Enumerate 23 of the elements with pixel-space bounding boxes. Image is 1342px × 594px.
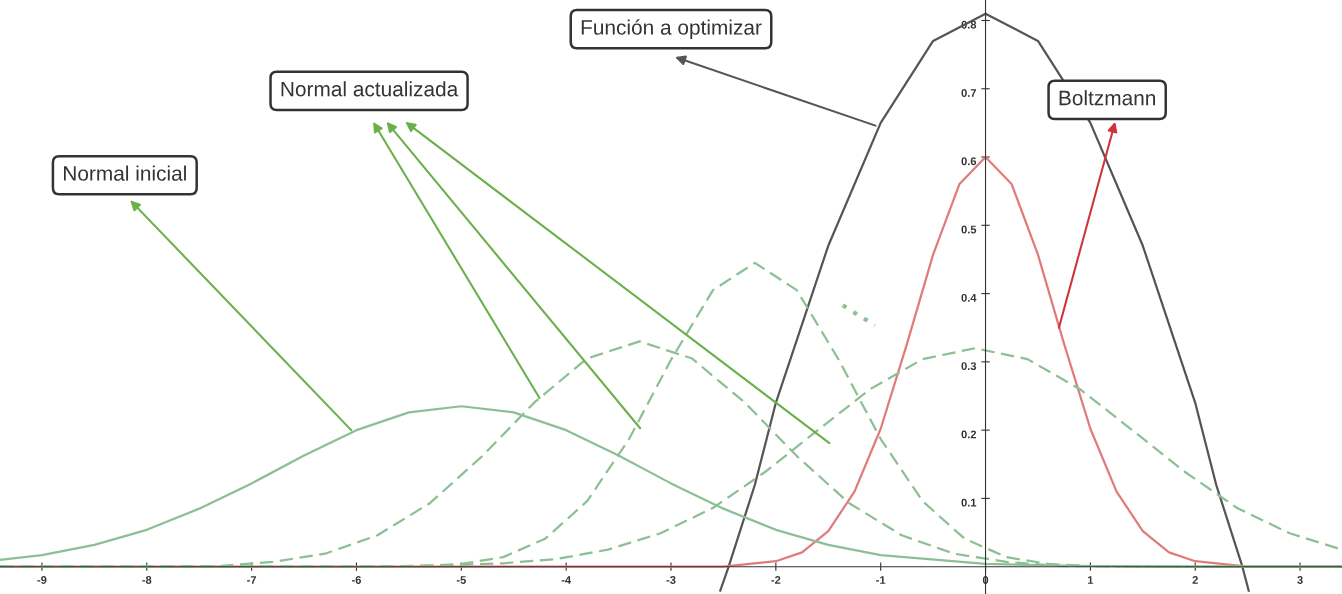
x-tick-label: -7 xyxy=(247,576,257,584)
y-tick-label: 0.6 xyxy=(961,157,977,166)
x-tick-label: -2 xyxy=(771,576,781,584)
x-tick-label: -1 xyxy=(876,576,886,584)
annotation: Normal actualizada xyxy=(281,81,459,97)
y-tick-label: 0.1 xyxy=(961,498,977,507)
annotation: Normal inicial xyxy=(64,165,186,181)
x-tick-label: 1 xyxy=(1087,576,1094,584)
x-tick-label: 3 xyxy=(1297,576,1303,584)
y-tick-label: 0.5 xyxy=(961,225,977,234)
y-tick-label: 0.3 xyxy=(961,362,977,371)
x-tick-label: -6 xyxy=(351,576,362,584)
y-tick-label: 0.7 xyxy=(961,89,977,97)
x-tick-label: -5 xyxy=(456,576,466,584)
y-tick-label: 0.4 xyxy=(961,293,977,302)
x-tick-label: -8 xyxy=(142,576,152,584)
x-tick-label: 2 xyxy=(1192,576,1198,584)
x-tick-label: -9 xyxy=(37,576,47,584)
annotation: Boltzmann xyxy=(1059,90,1156,106)
y-tick-label: 0.2 xyxy=(961,430,977,439)
annotation: Función a optimizar xyxy=(581,19,762,39)
x-tick-label: -4 xyxy=(561,576,572,584)
x-tick-label: -3 xyxy=(666,576,676,584)
